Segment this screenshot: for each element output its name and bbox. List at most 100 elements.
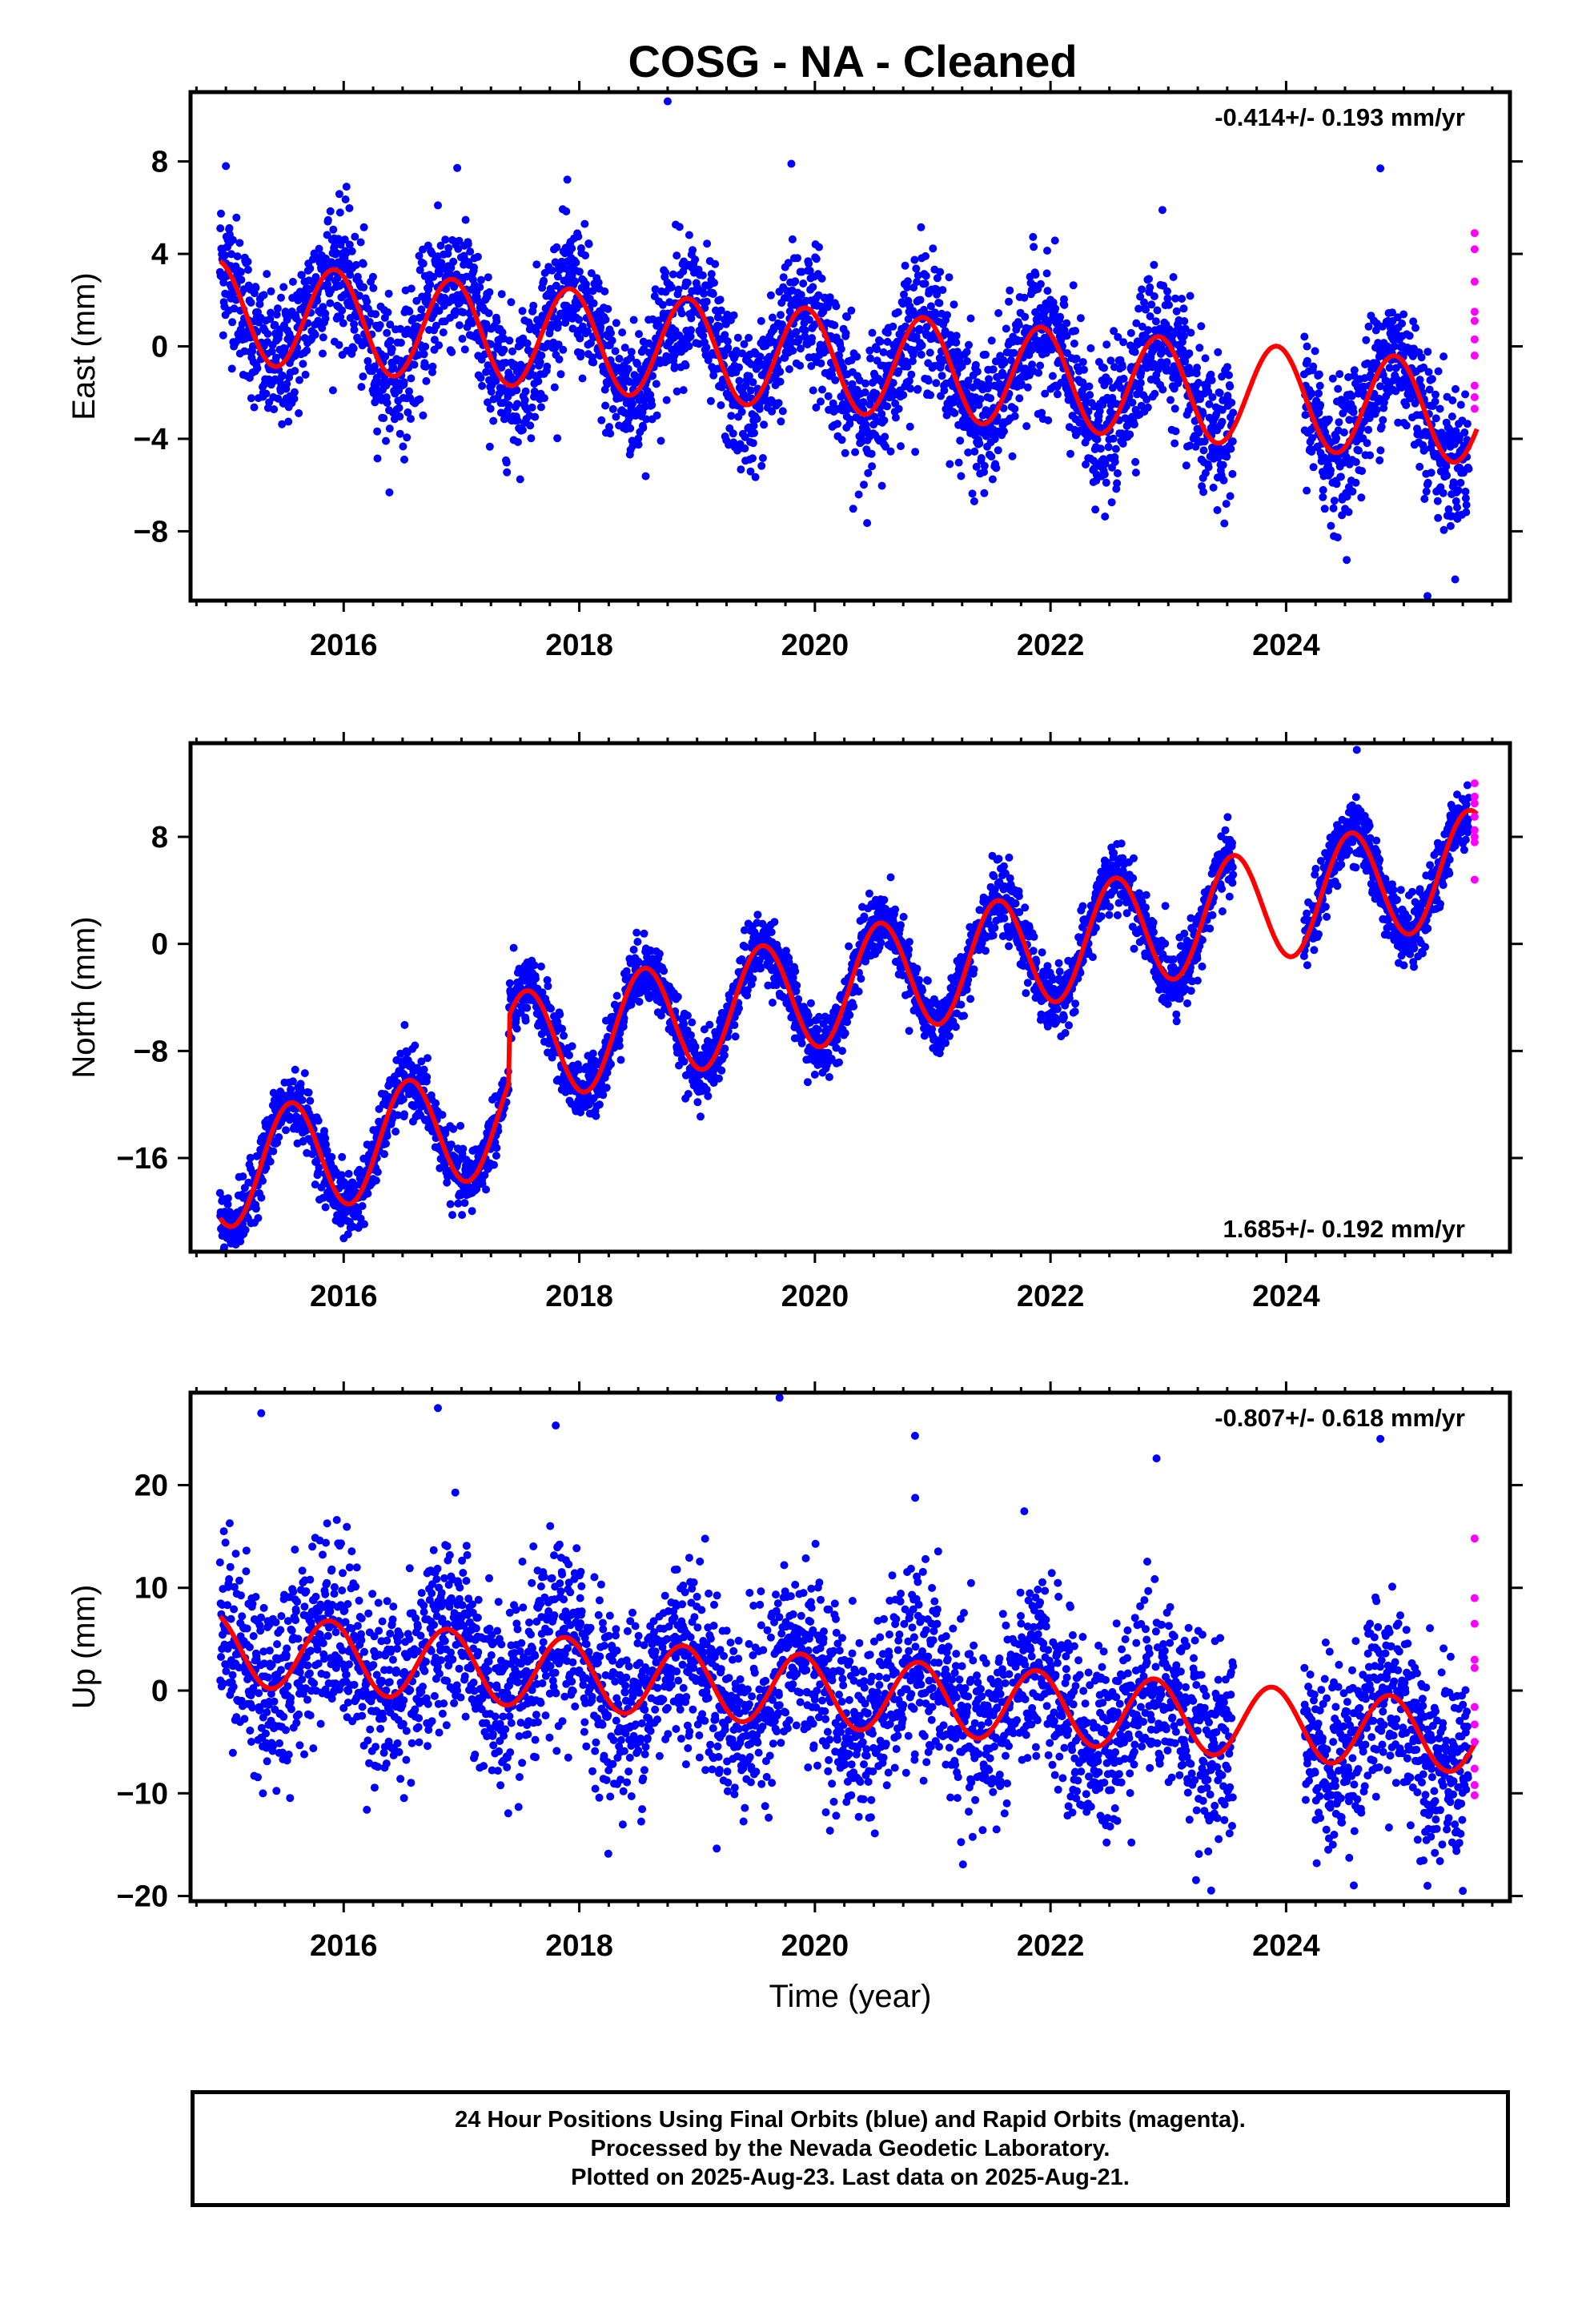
data-point <box>796 361 805 370</box>
data-point <box>311 330 319 339</box>
data-point <box>1327 466 1335 475</box>
data-point <box>1350 366 1359 375</box>
data-point <box>520 396 529 404</box>
data-point <box>702 343 711 352</box>
data-point <box>681 361 690 370</box>
data-point <box>1351 458 1360 466</box>
data-point <box>1169 273 1178 281</box>
data-point <box>453 163 462 172</box>
data-point <box>1398 320 1407 328</box>
data-point <box>359 283 368 292</box>
data-point <box>913 384 922 393</box>
data-point <box>1119 338 1128 347</box>
data-point <box>338 306 347 315</box>
data-point <box>313 296 322 305</box>
data-point <box>843 312 852 321</box>
data-point <box>685 231 693 239</box>
data-point <box>1000 359 1009 368</box>
data-point <box>674 285 683 294</box>
data-point <box>975 439 984 448</box>
data-point <box>485 287 494 296</box>
data-point <box>1128 398 1137 407</box>
data-point <box>1140 298 1148 307</box>
data-point <box>957 472 966 480</box>
data-point <box>972 462 981 471</box>
data-point <box>1101 460 1110 468</box>
data-point <box>448 1211 456 1220</box>
data-point <box>587 339 595 348</box>
data-point <box>1043 247 1051 255</box>
data-point <box>809 283 817 292</box>
data-point <box>1431 397 1439 406</box>
data-point <box>938 372 946 380</box>
data-point <box>1195 379 1203 387</box>
data-point <box>991 357 1000 366</box>
data-point <box>1443 471 1452 480</box>
data-point <box>1000 427 1008 436</box>
data-point <box>1200 437 1209 446</box>
data-point <box>877 409 886 418</box>
data-point <box>237 275 246 284</box>
data-point <box>903 362 912 371</box>
data-point <box>576 334 584 343</box>
data-point <box>702 297 711 306</box>
data-point <box>1454 486 1463 495</box>
data-point <box>1434 513 1443 522</box>
data-point <box>485 442 494 451</box>
data-point <box>1076 314 1085 323</box>
data-point <box>1034 368 1043 377</box>
data-point <box>303 346 311 355</box>
data-point <box>839 364 848 372</box>
data-point <box>894 367 903 376</box>
data-point <box>266 1157 275 1166</box>
data-point <box>243 257 252 266</box>
data-point <box>1006 286 1014 295</box>
data-point <box>219 331 227 340</box>
data-point <box>733 333 742 342</box>
data-point <box>347 247 356 255</box>
data-point <box>568 244 576 253</box>
data-point <box>723 337 732 346</box>
data-point <box>306 264 315 273</box>
data-point <box>1423 348 1432 356</box>
data-point <box>1357 493 1366 502</box>
data-point <box>459 1144 468 1153</box>
data-point <box>904 315 913 324</box>
data-point <box>407 284 416 293</box>
y-tick-label: −8 <box>134 515 168 549</box>
data-point <box>1150 292 1158 300</box>
data-point <box>498 328 507 336</box>
data-point <box>419 259 428 268</box>
data-point <box>280 344 289 353</box>
data-point <box>1062 332 1071 340</box>
data-point <box>368 272 377 281</box>
data-point <box>290 394 299 403</box>
data-point <box>1091 505 1100 514</box>
data-point <box>492 317 501 326</box>
data-point <box>432 1099 440 1108</box>
data-point <box>1366 451 1375 460</box>
data-point <box>1462 501 1471 509</box>
data-point <box>597 416 606 424</box>
data-point <box>717 306 725 315</box>
data-point <box>228 318 237 327</box>
data-point <box>906 384 915 393</box>
data-point <box>1349 408 1358 416</box>
data-point <box>982 350 990 359</box>
data-point <box>532 975 540 983</box>
data-point <box>1219 476 1228 485</box>
data-point <box>1162 358 1171 367</box>
data-point <box>415 251 424 260</box>
data-point <box>749 439 757 448</box>
data-point <box>912 332 921 341</box>
data-point <box>596 323 605 332</box>
data-point <box>1192 369 1201 378</box>
data-point <box>1130 420 1138 428</box>
data-point <box>1379 416 1387 424</box>
data-point <box>1014 320 1023 329</box>
data-point <box>1355 446 1363 455</box>
data-point <box>557 257 566 266</box>
data-point <box>400 1110 408 1119</box>
data-point <box>530 387 539 396</box>
data-point <box>411 1041 420 1050</box>
